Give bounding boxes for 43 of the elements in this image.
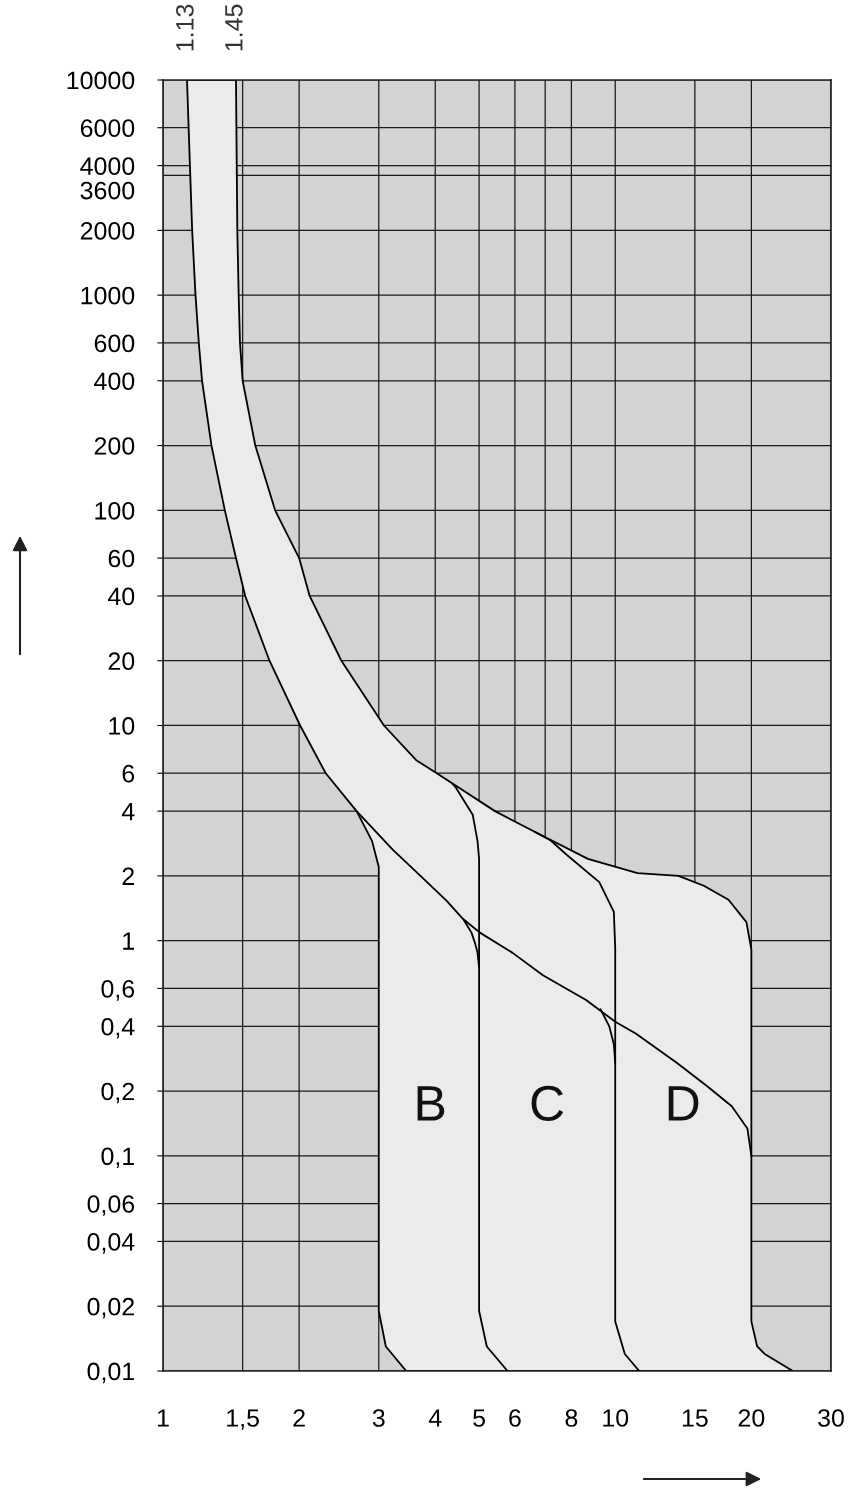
x-tick-label: 6	[509, 1409, 521, 1427]
y-tick-label: 6	[122, 764, 135, 783]
y-tick-label: 4	[121, 802, 135, 821]
ref-line-label: 3600	[80, 181, 135, 200]
annotation: B	[417, 1086, 445, 1121]
y-tick-label: 6000	[80, 119, 135, 138]
x-tick-label: 3	[372, 1409, 385, 1427]
x-tick-label: 10	[603, 1409, 629, 1427]
annotation: 1.45	[225, 4, 243, 51]
y-tick-label: 100	[95, 501, 135, 520]
y-tick-label: 1	[123, 932, 134, 950]
x-tick-label: 4	[428, 1409, 442, 1427]
y-tick-label: 400	[94, 372, 135, 391]
y-tick-label: 10	[109, 717, 135, 735]
y-tick-label: 40	[107, 587, 135, 606]
y-tick-label: 0,04	[87, 1233, 135, 1254]
y-tick-label: 0,6	[101, 980, 135, 1001]
x-tick-label: 1,5	[227, 1409, 259, 1430]
y-tick-label: 600	[94, 334, 135, 353]
y-tick-label: 4000	[80, 157, 135, 175]
y-tick-label: 1000	[81, 286, 135, 305]
x-tick-label: 5	[473, 1409, 485, 1427]
y-tick-label: 200	[94, 437, 135, 455]
annotation: C	[531, 1085, 564, 1122]
y-tick-label: 0,06	[87, 1195, 135, 1216]
y-tick-label: 0,02	[87, 1297, 134, 1319]
y-tick-label: 0,1	[101, 1147, 135, 1169]
x-tick-label: 1	[157, 1409, 169, 1427]
y-tick-label: 60	[108, 549, 135, 568]
y-tick-label: 0,2	[101, 1082, 134, 1104]
x-tick-label: 20	[738, 1409, 765, 1427]
y-tick-label: 20	[108, 652, 135, 671]
y-tick-label: 0,4	[101, 1017, 135, 1039]
y-tick-label: 2000	[80, 222, 135, 240]
annotation: D	[668, 1086, 699, 1121]
x-tick-label: 15	[682, 1409, 708, 1427]
annotation: 1.13	[176, 4, 194, 51]
y-tick-label: 2	[122, 867, 134, 885]
x-tick-label: 2	[293, 1409, 305, 1427]
x-tick-label: 8	[565, 1409, 578, 1427]
y-tick-label: 0,01	[87, 1362, 135, 1384]
y-tick-label: 10000	[67, 71, 135, 90]
x-tick-label: 30	[818, 1409, 844, 1427]
